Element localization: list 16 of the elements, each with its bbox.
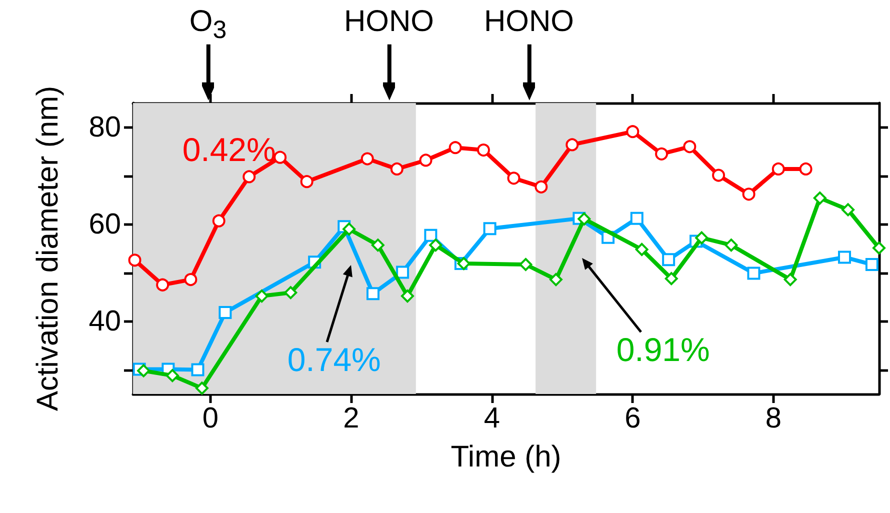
- text: HONO: [343, 5, 435, 39]
- x-tick-label: 4: [484, 402, 500, 434]
- y-axis-title: Activation diameter (nm): [32, 86, 64, 412]
- text: O$_{3}$: [188, 5, 228, 46]
- y-tick-label: 80: [88, 111, 121, 144]
- y-tick-label: 60: [88, 208, 121, 240]
- series-label: 0.91%: [615, 330, 711, 369]
- series-label: 0.42%: [181, 130, 277, 169]
- x-axis-title: Time (h): [450, 440, 562, 474]
- y-tick-label: 40: [88, 305, 121, 338]
- series-label: 0.74%: [286, 340, 382, 379]
- x-tick-label: 8: [765, 402, 782, 434]
- x-tick-label: 0: [202, 402, 218, 434]
- x-tick-label: 6: [624, 402, 641, 434]
- text: HONO: [483, 5, 575, 39]
- x-tick-label: 2: [343, 402, 360, 434]
